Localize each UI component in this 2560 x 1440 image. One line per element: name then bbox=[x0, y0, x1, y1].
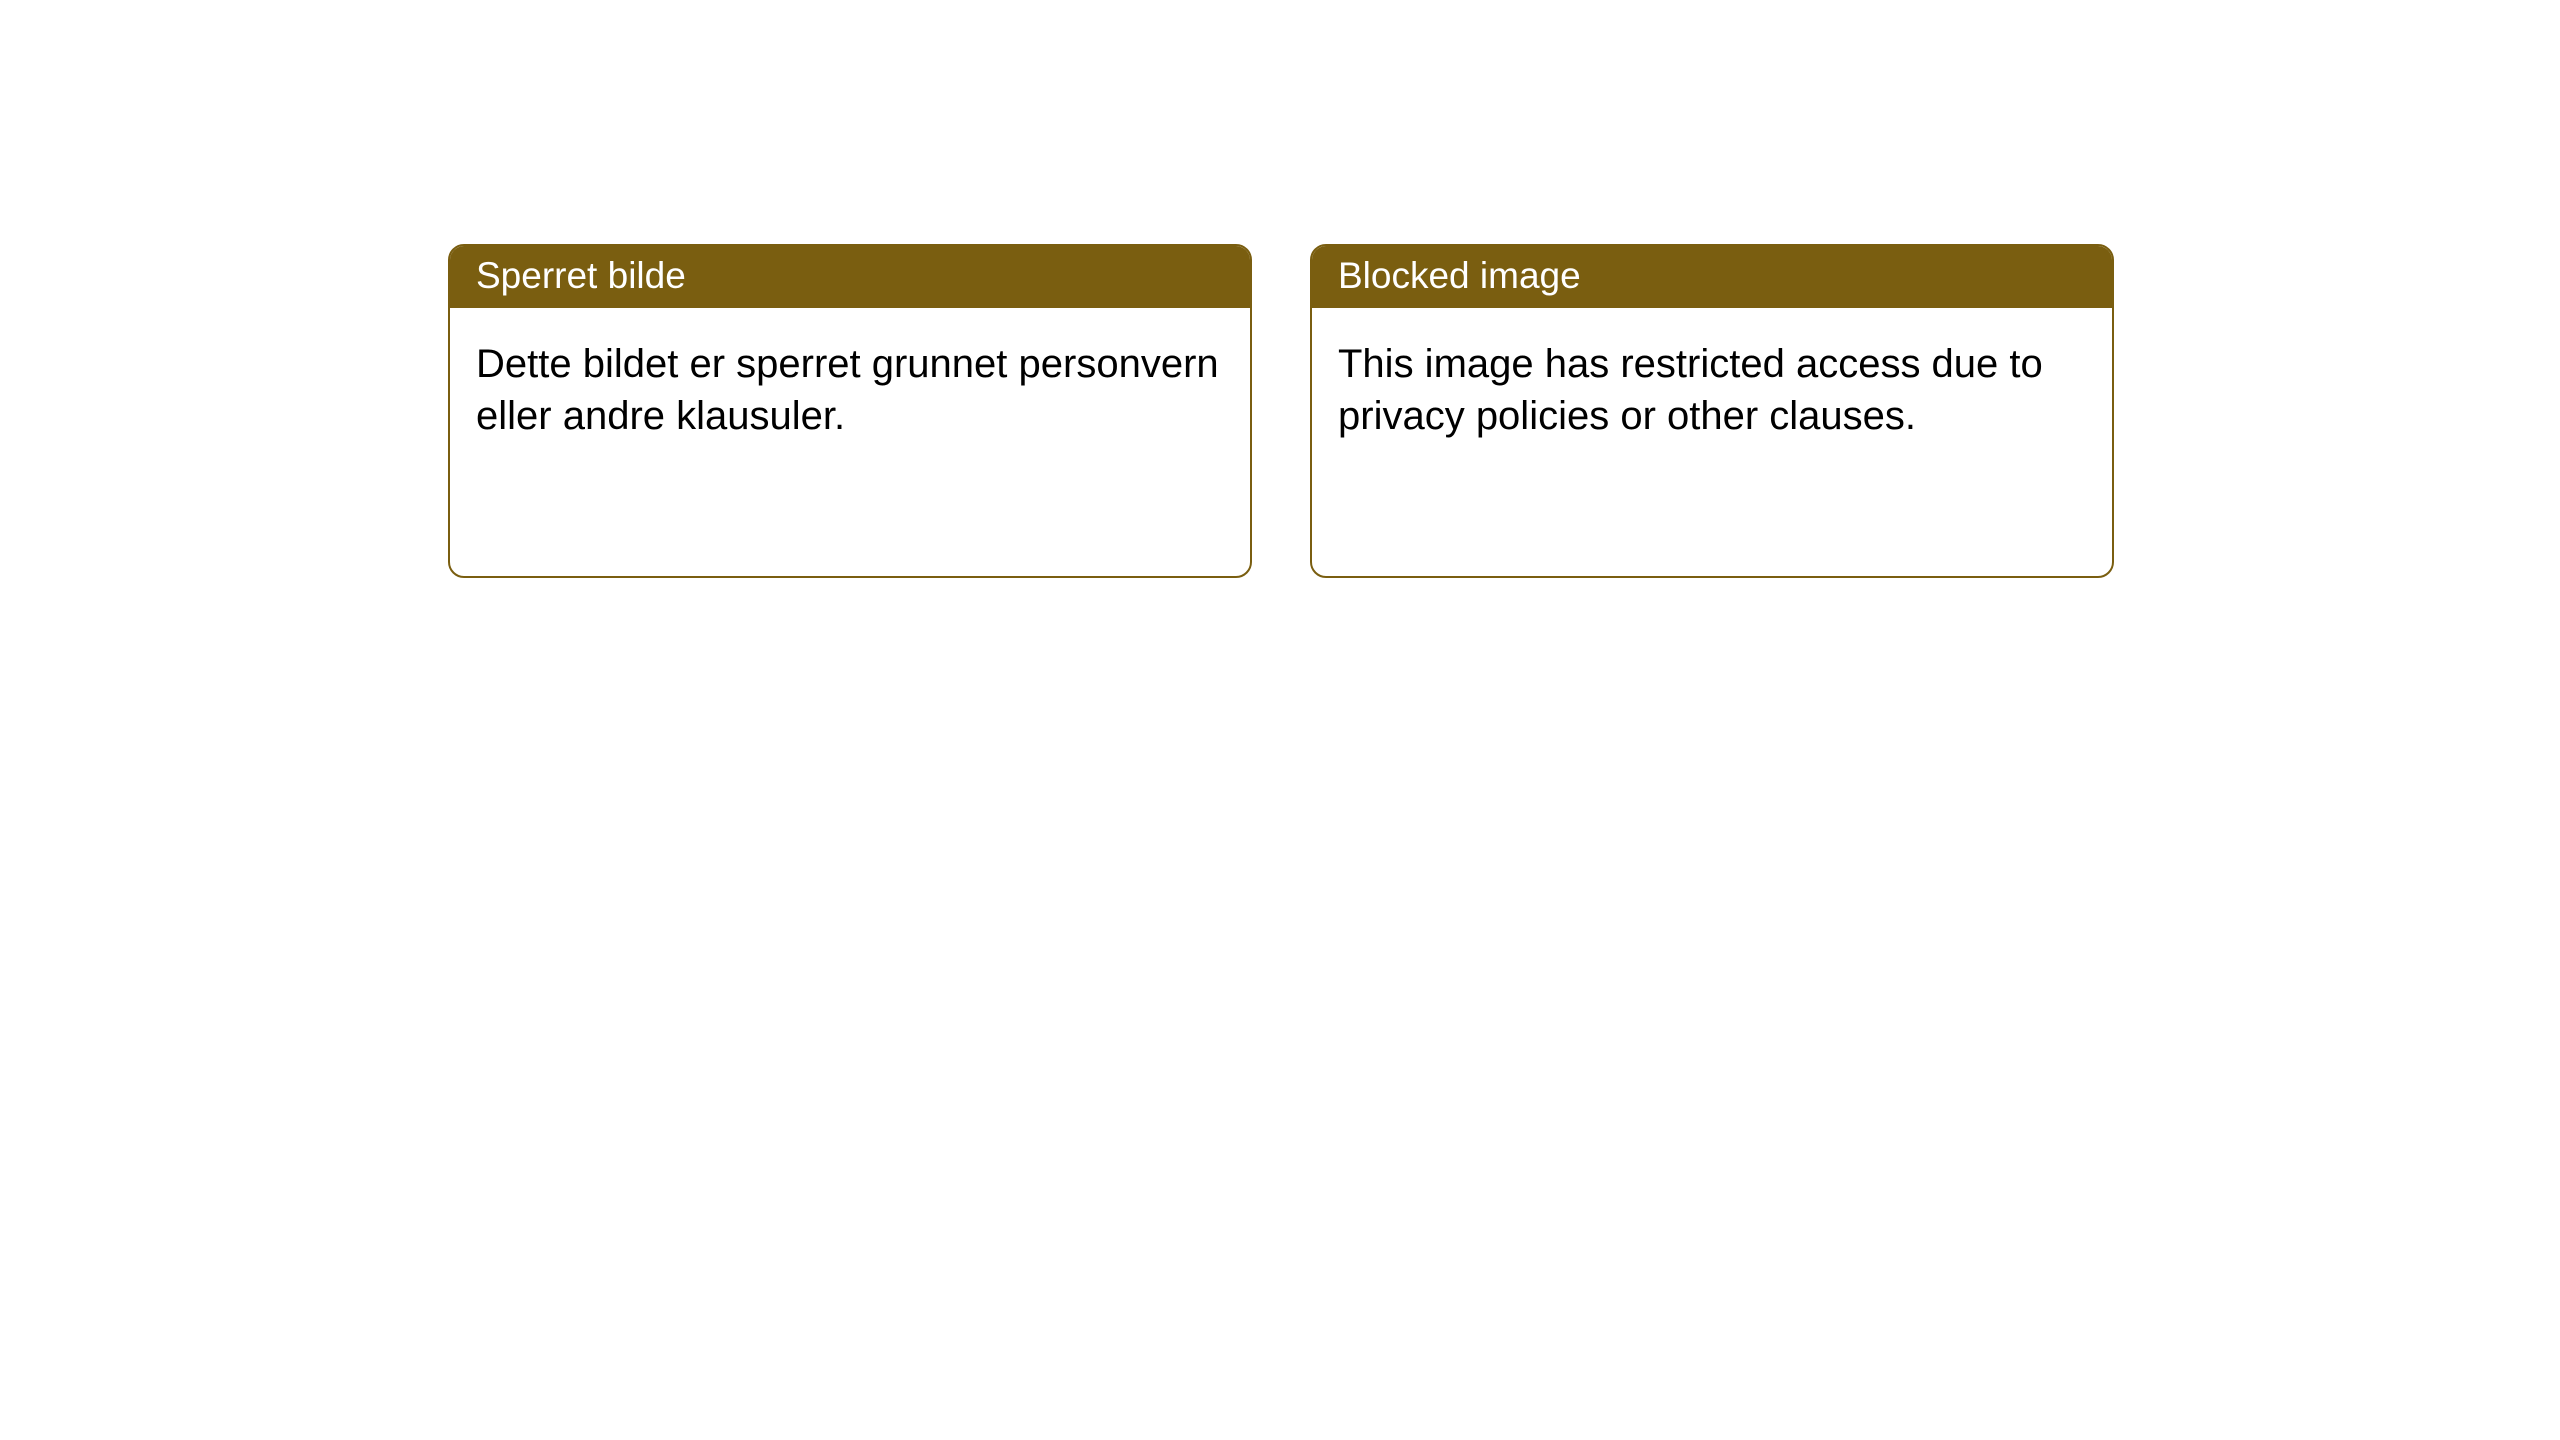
notice-container: Sperret bilde Dette bildet er sperret gr… bbox=[0, 0, 2560, 578]
card-body: Dette bildet er sperret grunnet personve… bbox=[450, 308, 1250, 472]
blocked-image-card-norwegian: Sperret bilde Dette bildet er sperret gr… bbox=[448, 244, 1252, 578]
card-title: Blocked image bbox=[1338, 255, 1581, 296]
card-body: This image has restricted access due to … bbox=[1312, 308, 2112, 472]
card-title: Sperret bilde bbox=[476, 255, 686, 296]
card-header: Sperret bilde bbox=[450, 246, 1250, 308]
blocked-image-card-english: Blocked image This image has restricted … bbox=[1310, 244, 2114, 578]
card-header: Blocked image bbox=[1312, 246, 2112, 308]
card-body-text: This image has restricted access due to … bbox=[1338, 342, 2043, 438]
card-body-text: Dette bildet er sperret grunnet personve… bbox=[476, 342, 1219, 438]
